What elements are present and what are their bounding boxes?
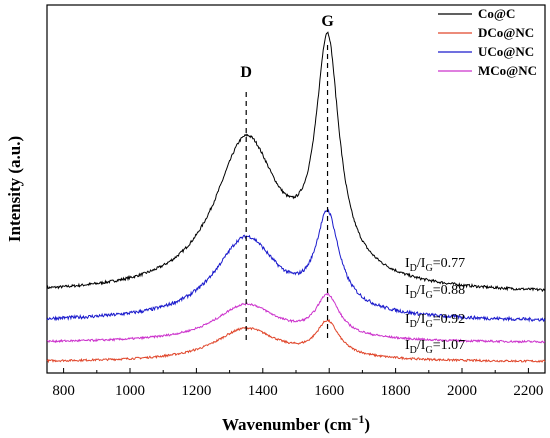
x-tick-label-0: 800 <box>52 383 75 399</box>
series-line-0 <box>46 31 546 293</box>
ratio-part-0: I <box>405 312 410 327</box>
x-tick-label-7: 2200 <box>513 383 543 399</box>
ratio-part-4: =1.07 <box>433 338 465 353</box>
ratio-part-1: D <box>410 345 417 356</box>
legend-label-1: DCo@NC <box>478 25 534 40</box>
x-tick-label-6: 2000 <box>447 383 477 399</box>
ratio-part-2: /I <box>417 338 426 353</box>
ratio-part-3: G <box>425 263 432 274</box>
series-lines <box>46 31 546 364</box>
series-line-3 <box>46 292 546 344</box>
x-tick-label-3: 1400 <box>248 383 278 399</box>
x-tick-label-4: 1600 <box>314 383 344 399</box>
peak-markers: DG <box>240 13 334 340</box>
peak-label-D: D <box>240 64 252 81</box>
series-line-2 <box>46 208 546 323</box>
ratio-label-2: ID/IG=0.88 <box>405 283 465 301</box>
ratio-part-2: /I <box>417 283 426 298</box>
legend-label-0: Co@C <box>478 6 515 21</box>
legend-label-2: UCo@NC <box>478 44 534 59</box>
ratio-part-3: G <box>425 345 432 356</box>
y-axis-title: Intensity (a.u.) <box>5 136 24 242</box>
x-tick-label-2: 1200 <box>181 383 211 399</box>
ratio-part-2: /I <box>417 256 426 271</box>
ratio-part-4: =0.88 <box>433 283 465 298</box>
ratio-label-0: ID/IG=0.77 <box>405 256 465 274</box>
x-axis-title-main: Wavenumber (cm <box>222 415 352 434</box>
ratio-part-1: D <box>410 263 417 274</box>
x-tick-label-1: 1000 <box>115 383 145 399</box>
ratio-part-0: I <box>405 256 410 271</box>
series-line-1 <box>46 318 546 364</box>
ratio-part-2: /I <box>417 312 426 327</box>
ratio-part-4: =0.92 <box>433 312 465 327</box>
x-axis-title: Wavenumber (cm−1) <box>222 412 370 434</box>
ratio-part-3: G <box>425 319 432 330</box>
ratio-label-3: ID/IG=0.92 <box>405 312 465 330</box>
ratio-part-3: G <box>425 290 432 301</box>
x-axis-title-end: ) <box>364 415 370 434</box>
ratio-part-1: D <box>410 319 417 330</box>
ratio-part-4: =0.77 <box>433 256 465 271</box>
x-axis: 800 1000 1200 1400 1600 1800 2000 2200 <box>52 368 543 399</box>
ratio-label-1: ID/IG=1.07 <box>405 338 465 356</box>
legend: Co@C DCo@NC UCo@NC MCo@NC <box>438 6 537 78</box>
peak-label-G: G <box>321 13 334 30</box>
x-tick-label-5: 1800 <box>381 383 411 399</box>
ratio-part-1: D <box>410 290 417 301</box>
ratio-part-0: I <box>405 338 410 353</box>
legend-label-3: MCo@NC <box>478 63 537 78</box>
ratio-part-0: I <box>405 283 410 298</box>
x-axis-title-unit-sup: −1 <box>352 412 365 426</box>
plot-area: DG ID/IG=0.77ID/IG=1.07ID/IG=0.88ID/IG=0… <box>46 4 546 374</box>
